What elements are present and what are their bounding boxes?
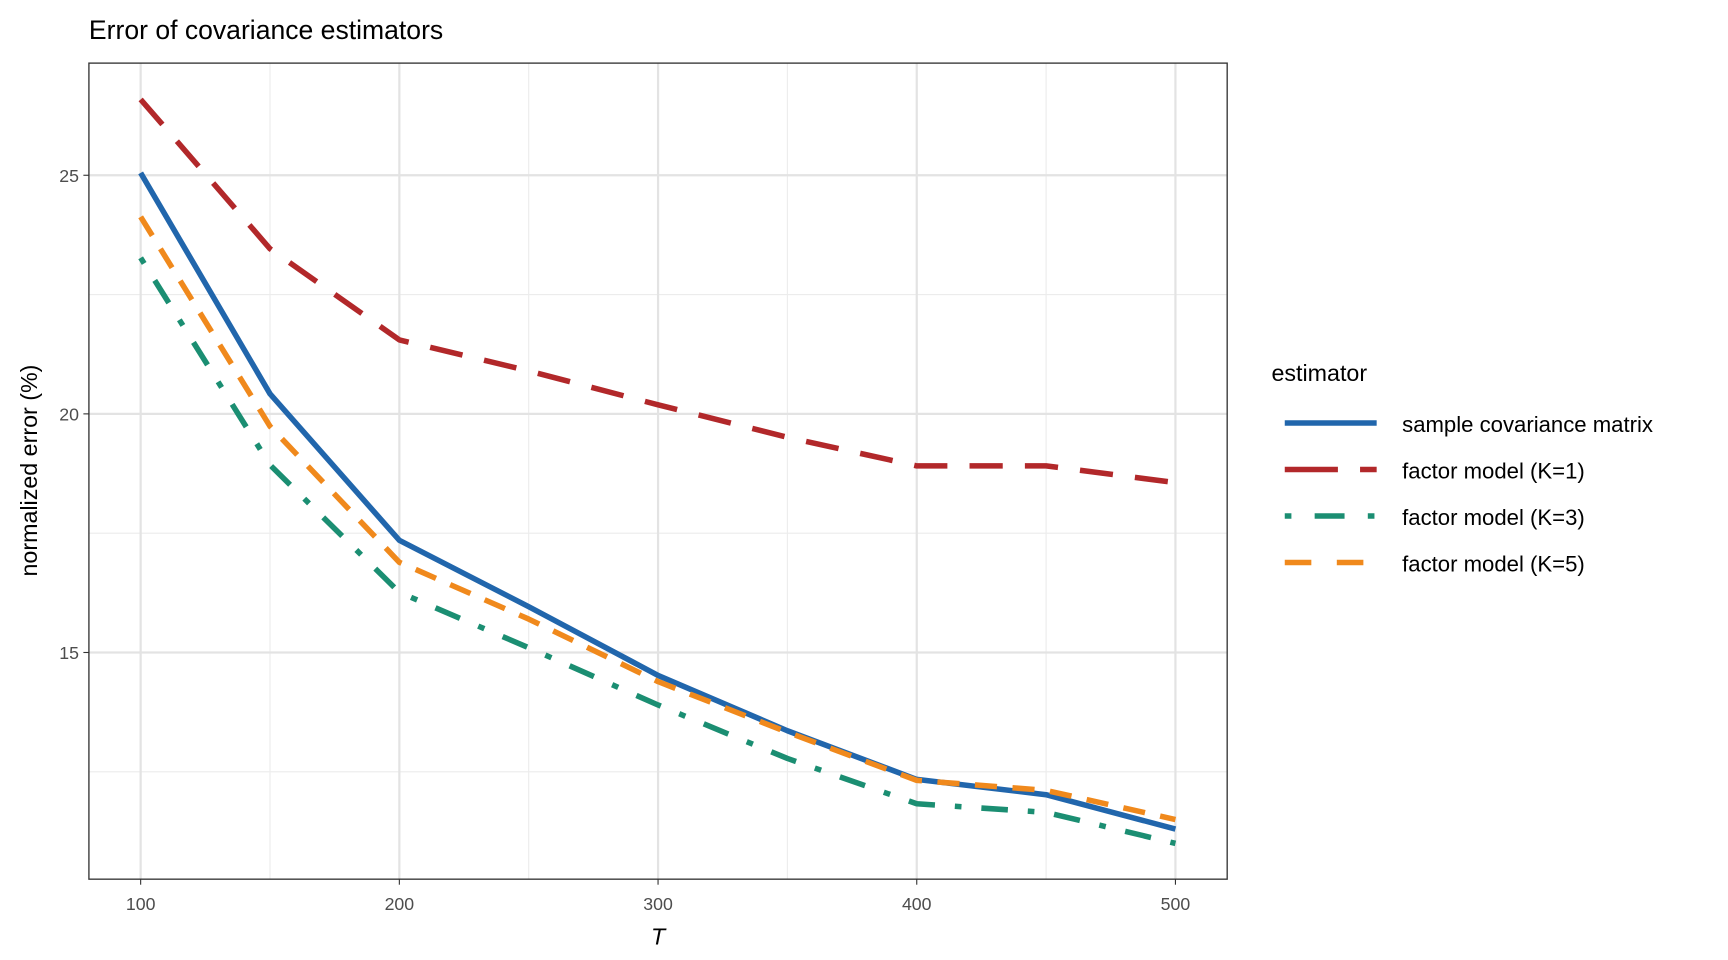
series-line-3 xyxy=(138,215,1177,823)
legend-label: factor model (K=3) xyxy=(1402,505,1585,530)
legend-label: sample covariance matrix xyxy=(1402,412,1653,437)
y-axis: 15 20 25 xyxy=(59,166,89,663)
y-axis-label: normalized error (%) xyxy=(16,365,42,577)
series-line-2 xyxy=(138,256,1177,847)
x-tick-label: 500 xyxy=(1161,894,1191,914)
legend-label: factor model (K=1) xyxy=(1402,458,1585,483)
x-axis: 100 200 300 400 500 xyxy=(126,879,1190,914)
legend-label: factor model (K=5) xyxy=(1402,551,1585,576)
x-tick-label: 300 xyxy=(643,894,673,914)
y-tick-label: 25 xyxy=(59,166,79,186)
legend-title: estimator xyxy=(1271,360,1367,386)
series-line-0 xyxy=(138,171,1177,832)
series-lines xyxy=(138,97,1177,847)
grid xyxy=(88,63,1228,880)
y-tick-label: 15 xyxy=(59,643,79,663)
x-tick-label: 400 xyxy=(902,894,932,914)
x-axis-label: T xyxy=(651,923,667,949)
x-tick-label: 200 xyxy=(385,894,415,914)
x-tick-label: 100 xyxy=(126,894,156,914)
series-line-1 xyxy=(138,97,1176,486)
chart-title: Error of covariance estimators xyxy=(89,15,443,45)
legend: estimator sample covariance matrix factor… xyxy=(1271,360,1653,576)
y-tick-label: 20 xyxy=(59,405,79,425)
